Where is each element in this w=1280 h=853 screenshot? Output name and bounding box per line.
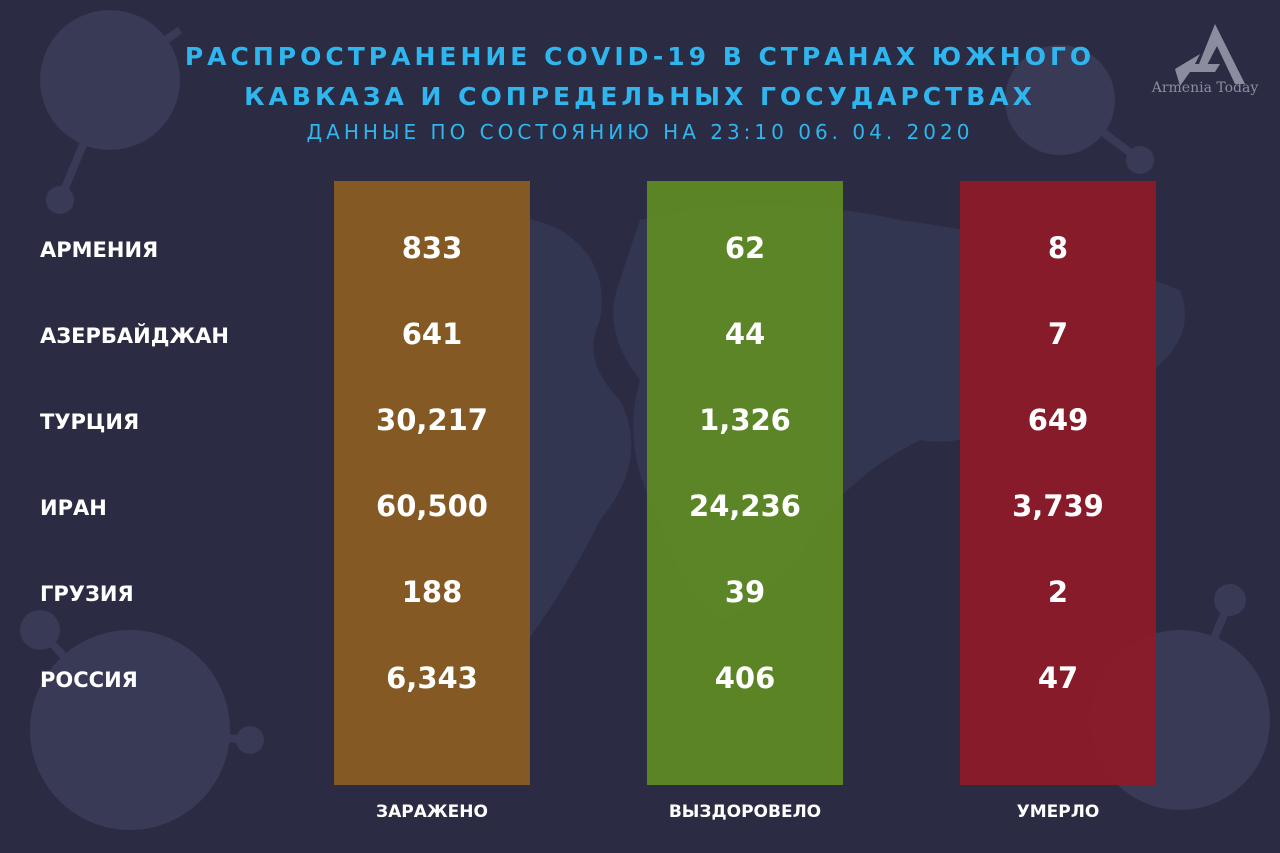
data-cell: 188 — [401, 575, 463, 609]
data-cell: 7 — [1047, 317, 1069, 351]
title-line-2: КАВКАЗА И СОПРЕДЕЛЬНЫХ ГОСУДАРСТВАХ — [244, 82, 1036, 111]
row-label: ГРУЗИЯ — [40, 582, 134, 606]
row-label: АЗЕРБАЙДЖАН — [40, 324, 229, 348]
data-cell: 60,500 — [376, 489, 488, 523]
row-label: АРМЕНИЯ — [40, 238, 159, 262]
data-cell: 833 — [401, 231, 463, 265]
data-cell: 62 — [724, 231, 766, 265]
subtitle: ДАННЫЕ ПО СОСТОЯНИЮ НА 23:10 06. 04. 202… — [306, 120, 974, 144]
row-label: ИРАН — [40, 496, 107, 520]
row-label: ТУРЦИЯ — [40, 410, 140, 434]
armenia-today-logo-icon — [1175, 24, 1245, 86]
data-cell: 8 — [1047, 231, 1069, 265]
column-label: УМЕРЛО — [1016, 802, 1100, 822]
data-cell: 1,326 — [699, 403, 791, 437]
data-cell: 649 — [1027, 403, 1089, 437]
logo-text: Armenia Today — [1151, 80, 1259, 96]
column-bar-2 — [647, 181, 843, 785]
data-cell: 24,236 — [689, 489, 801, 523]
data-cell: 641 — [401, 317, 463, 351]
column-label: ВЫЗДОРОВЕЛО — [668, 802, 822, 822]
data-cell: 47 — [1037, 661, 1079, 695]
title-line-1: РАСПРОСТРАНЕНИЕ COVID-19 В СТРАНАХ ЮЖНОГ… — [184, 42, 1096, 71]
row-label: РОССИЯ — [40, 668, 138, 692]
data-cell: 406 — [714, 661, 776, 695]
data-cell: 30,217 — [376, 403, 488, 437]
column-label: ЗАРАЖЕНО — [376, 802, 488, 822]
data-cell: 6,343 — [386, 661, 478, 695]
data-cell: 2 — [1047, 575, 1069, 609]
column-bar-1 — [334, 181, 530, 785]
data-cell: 39 — [724, 575, 766, 609]
data-cell: 44 — [724, 317, 766, 351]
data-cell: 3,739 — [1012, 489, 1104, 523]
column-bar-3 — [960, 181, 1156, 785]
